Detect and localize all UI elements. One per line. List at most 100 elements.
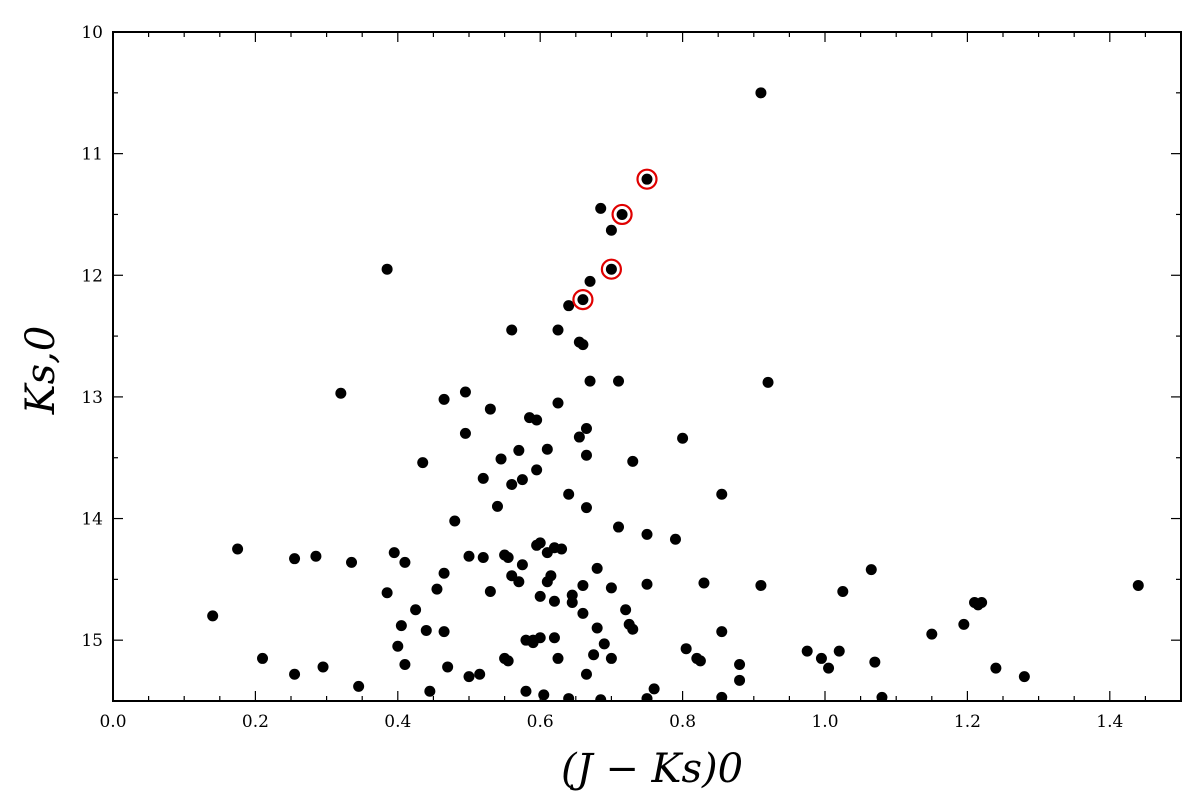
data-point — [335, 387, 347, 399]
data-point — [595, 694, 607, 701]
data-point — [680, 643, 692, 655]
data-point — [563, 693, 575, 701]
data-point — [1018, 671, 1030, 683]
data-point — [495, 453, 507, 465]
data-point — [605, 652, 617, 664]
data-point — [552, 324, 564, 336]
data-point — [502, 655, 514, 667]
data-point — [392, 640, 404, 652]
data-point — [1132, 579, 1144, 591]
x-tick-label: 1.2 — [954, 712, 981, 732]
data-point — [541, 443, 553, 455]
data-point — [580, 502, 592, 514]
data-point — [580, 423, 592, 435]
data-points — [207, 87, 1144, 701]
data-point — [595, 202, 607, 214]
x-tick-label: 0.2 — [242, 712, 269, 732]
highlight-ring — [611, 203, 633, 226]
data-point — [958, 618, 970, 630]
data-point — [552, 397, 564, 409]
data-point — [837, 586, 849, 598]
data-point — [801, 645, 813, 657]
x-axis-ticks: 0.0 0.2 0.4 0.6 0.8 1.0 1.2 1.4 — [99, 32, 1182, 732]
data-point — [698, 577, 710, 589]
data-point — [613, 521, 625, 533]
x-tick-label: 0.0 — [99, 712, 126, 732]
data-point — [677, 432, 689, 444]
plot-frame — [112, 31, 1182, 702]
data-point — [463, 671, 475, 683]
data-point — [484, 403, 496, 415]
data-point — [815, 652, 827, 664]
data-point — [584, 275, 596, 287]
data-point — [548, 632, 560, 644]
data-point — [577, 607, 589, 619]
data-point — [520, 685, 532, 697]
data-point — [410, 604, 422, 616]
data-point — [399, 659, 411, 671]
data-point — [534, 590, 546, 602]
data-point — [755, 87, 767, 99]
data-point — [605, 582, 617, 594]
data-point — [566, 596, 578, 608]
data-point — [459, 386, 471, 398]
data-point — [563, 300, 575, 312]
data-point — [869, 656, 881, 668]
data-point — [438, 626, 450, 638]
y-tick-label: 15 — [81, 631, 103, 651]
data-point — [669, 533, 681, 545]
data-point — [207, 610, 219, 622]
data-point — [420, 624, 432, 636]
data-point — [531, 414, 543, 426]
data-point — [502, 551, 514, 563]
data-point — [438, 567, 450, 579]
data-point — [641, 578, 653, 590]
data-point — [431, 583, 443, 595]
x-tick-label: 0.6 — [527, 712, 554, 732]
data-point — [491, 500, 503, 512]
data-point — [442, 661, 454, 673]
data-point — [388, 547, 400, 559]
data-point — [762, 376, 774, 388]
data-point — [353, 680, 365, 692]
data-point — [716, 488, 728, 500]
data-point — [459, 427, 471, 439]
data-point — [424, 685, 436, 697]
data-point — [865, 564, 877, 576]
highlighted-point — [605, 263, 617, 275]
data-point — [577, 339, 589, 351]
data-point — [289, 553, 301, 565]
data-point — [506, 478, 518, 490]
data-point — [620, 604, 632, 616]
highlighted-point — [616, 208, 628, 220]
data-point — [648, 683, 660, 695]
data-point — [580, 449, 592, 461]
data-point — [641, 528, 653, 540]
data-point — [513, 444, 525, 456]
data-point — [876, 691, 888, 701]
data-point — [346, 556, 358, 568]
x-tick-label: 1.4 — [1096, 712, 1123, 732]
data-point — [399, 556, 411, 568]
data-point — [474, 668, 486, 680]
data-point — [573, 431, 585, 443]
highlight-rings — [572, 168, 658, 311]
data-point — [588, 649, 600, 661]
x-tick-label: 0.8 — [669, 712, 696, 732]
data-point — [716, 691, 728, 701]
data-point — [463, 550, 475, 562]
data-point — [527, 637, 539, 649]
data-point — [531, 539, 543, 551]
data-point — [691, 652, 703, 664]
data-point — [317, 661, 329, 673]
data-point — [990, 662, 1002, 674]
data-point — [823, 662, 835, 674]
highlight-ring — [572, 289, 594, 311]
data-point — [477, 551, 489, 563]
data-point — [552, 652, 564, 664]
data-point — [417, 457, 429, 469]
data-point — [580, 668, 592, 680]
data-point — [627, 455, 639, 467]
data-point — [598, 638, 610, 650]
highlighted-point — [641, 173, 653, 185]
